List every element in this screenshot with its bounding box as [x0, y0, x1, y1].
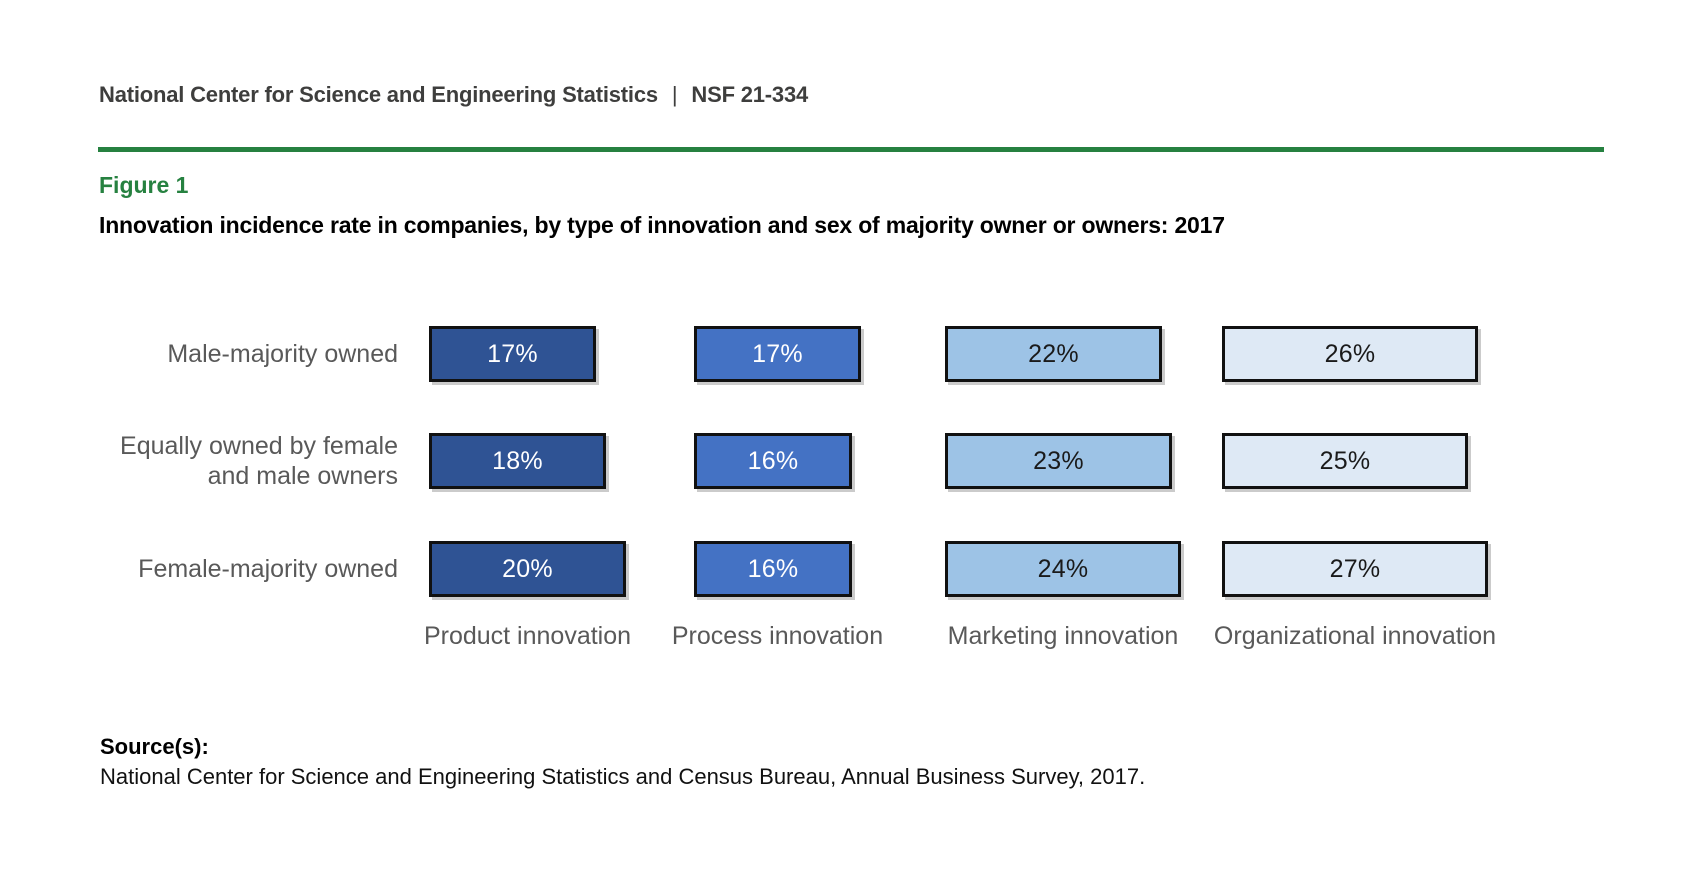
bar: 24% — [945, 541, 1181, 597]
header-rule — [98, 147, 1604, 152]
bar: 23% — [945, 433, 1172, 489]
bar-value-label: 23% — [1033, 446, 1084, 475]
bar-value-label: 17% — [752, 339, 803, 368]
category-label: Product innovation — [423, 622, 632, 650]
bar: 20% — [429, 541, 626, 597]
figure-title: Innovation incidence rate in companies, … — [99, 212, 1225, 238]
category-label: Process innovation — [671, 622, 884, 650]
bar-value-label: 27% — [1329, 554, 1381, 583]
bar-value-label: 18% — [492, 446, 543, 475]
bar-value-label: 26% — [1324, 339, 1376, 368]
org-name: National Center for Science and Engineer… — [99, 82, 658, 107]
bar: 27% — [1222, 541, 1488, 597]
bar: 22% — [945, 326, 1162, 382]
bar-value-label: 22% — [1028, 339, 1079, 368]
bar: 17% — [429, 326, 596, 382]
source-label: Source(s): — [100, 734, 209, 759]
bar-value-label: 16% — [747, 446, 799, 475]
bar-value-label: 17% — [487, 339, 538, 368]
category-label: Organizational innovation — [1213, 622, 1497, 650]
header-separator: | — [671, 82, 678, 107]
bar-value-label: 25% — [1319, 446, 1371, 475]
bar-value-label: 16% — [747, 554, 799, 583]
bar: 25% — [1222, 433, 1468, 489]
bar: 26% — [1222, 326, 1478, 382]
bar: 18% — [429, 433, 606, 489]
bar: 16% — [694, 541, 852, 597]
figure-label: Figure 1 — [99, 172, 189, 198]
row-label: Male-majority owned — [167, 340, 398, 368]
row-label: Equally owned by female and male owners — [120, 432, 398, 490]
bar-value-label: 24% — [1037, 554, 1089, 583]
category-label: Marketing innovation — [947, 622, 1179, 650]
bar: 16% — [694, 433, 852, 489]
row-label: Female-majority owned — [138, 555, 398, 583]
source-text: National Center for Science and Engineer… — [100, 764, 1146, 789]
bar-value-label: 20% — [502, 554, 553, 583]
document-header: National Center for Science and Engineer… — [99, 82, 808, 108]
report-number: NSF 21-334 — [691, 82, 809, 107]
bar: 17% — [694, 326, 861, 382]
